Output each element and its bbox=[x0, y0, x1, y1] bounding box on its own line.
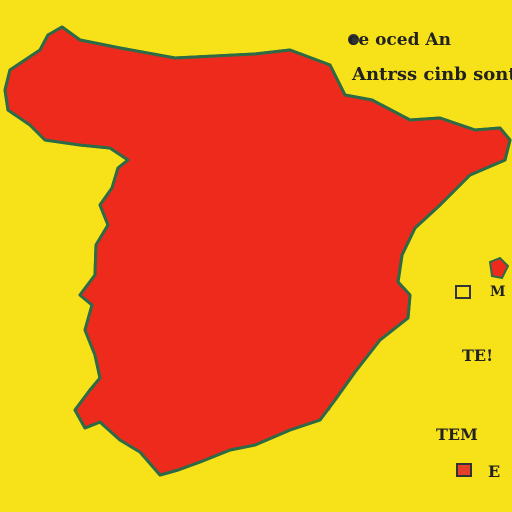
legend-swatch-1 bbox=[455, 285, 471, 299]
legend-label-2: TE! bbox=[462, 346, 494, 365]
title-bullet-icon bbox=[348, 34, 359, 45]
map-title-line-1: ce oced An bbox=[348, 30, 451, 50]
legend-label-3: TEM bbox=[436, 425, 478, 444]
legend-swatch-4 bbox=[456, 463, 472, 477]
map-title-line-2: Antrss cinb sont bbox=[352, 64, 512, 85]
island-shape bbox=[488, 256, 510, 280]
legend-label-1: M bbox=[490, 284, 506, 300]
legend-label-4: E bbox=[488, 462, 501, 481]
